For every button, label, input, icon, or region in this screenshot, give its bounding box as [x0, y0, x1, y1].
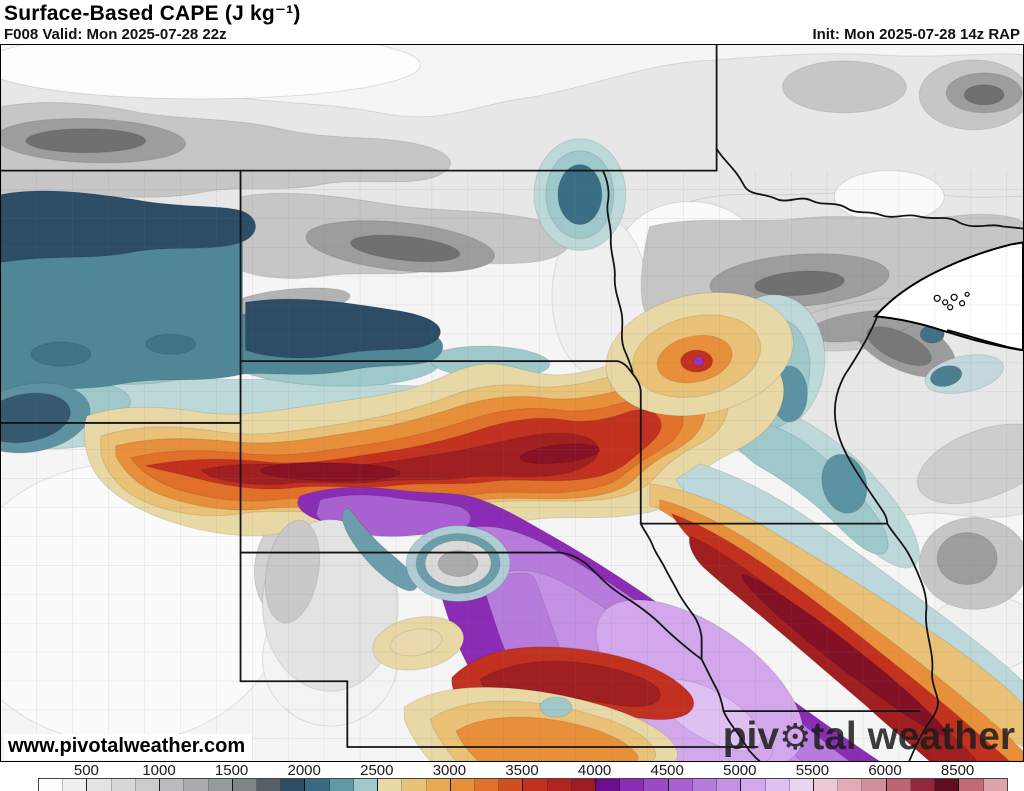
valid-time-label: F008 Valid: Mon 2025-07-28 22z [4, 26, 227, 43]
state-borders [1, 45, 1023, 761]
header: Surface-Based CAPE (J kg⁻¹) F008 Valid: … [0, 0, 1024, 44]
page-title: Surface-Based CAPE (J kg⁻¹) [4, 2, 301, 25]
init-time-label: Init: Mon 2025-07-28 14z RAP [812, 26, 1020, 43]
county-grid [1, 170, 1023, 761]
colorbar-cell [620, 779, 645, 791]
watermark: www.pivotalweather.com [4, 734, 253, 760]
colorbar-cell [596, 779, 621, 791]
colorbar-cell [281, 779, 306, 791]
colorbar-tick-label: 5500 [795, 762, 830, 779]
colorbar-tick-label: 4000 [577, 762, 612, 779]
colorbar-cell [135, 779, 161, 791]
colorbar-tick-label: 8500 [940, 762, 975, 779]
colorbar-cell [499, 779, 524, 791]
colorbar-tick-label: 4500 [650, 762, 684, 779]
colorbar-cell [692, 779, 718, 791]
colorbar-tick-label: 3500 [505, 762, 539, 779]
colorbar-cell [717, 779, 742, 791]
colorbar-cell [232, 779, 257, 791]
colorbar-cell [160, 779, 185, 791]
colorbar-cell [87, 779, 112, 791]
colorbar-tick-label: 2000 [287, 762, 321, 779]
colorbar-tick-label: 3000 [432, 762, 467, 779]
colorbar-cell [765, 779, 790, 791]
colorbar-tick-label: 1000 [142, 762, 176, 779]
colorbar-tick-label: 1500 [214, 762, 249, 779]
colorbar-cell [789, 779, 814, 791]
colorbar-tick-label: 6000 [868, 762, 902, 779]
gear-icon: ⚙ [779, 717, 812, 757]
colorbar-cell [329, 779, 354, 791]
colorbar-cell [644, 779, 669, 791]
colorbar-cell [208, 779, 233, 791]
colorbar-cell [547, 779, 572, 791]
cape-field-svg [1, 45, 1023, 761]
colorbar-cell [741, 779, 766, 791]
colorbar-cell [910, 779, 936, 791]
colorbar-cell [668, 779, 693, 791]
colorbar-cell [886, 779, 911, 791]
colorbar-cell [474, 779, 500, 791]
colorbar-cell [450, 779, 475, 791]
colorbar-tick-label: 5000 [723, 762, 757, 779]
colorbar-cell [305, 779, 330, 791]
colorbar-cell [935, 779, 960, 791]
logo-text-pre: piv [722, 715, 780, 758]
colorbar-cell [571, 779, 597, 791]
colorbar-cell [184, 779, 209, 791]
colorbar-cell [426, 779, 451, 791]
colorbar-cell [111, 779, 136, 791]
cape-map: www.pivotalweather.com piv⚙tal weather [0, 44, 1024, 762]
cape-colorbar: 500 1000 1500 2000 2500 3000 3500 4000 4500 5000 5… [0, 762, 1024, 791]
colorbar-cell [39, 779, 64, 791]
colorbar-cell [523, 779, 548, 791]
colorbar-cell [353, 779, 379, 791]
colorbar-tick-labels: 500 1000 1500 2000 2500 3000 3500 4000 4500 5000 5… [0, 762, 1024, 779]
colorbar-cell [983, 779, 1007, 791]
colorbar-tick-label: 500 [73, 762, 99, 779]
colorbar-tick-label: 2500 [360, 762, 394, 779]
logo-text-post: tal weather [811, 715, 1015, 758]
colorbar-cell [402, 779, 427, 791]
colorbar-cell [63, 779, 88, 791]
colorbar-scale [38, 778, 1008, 791]
pivotal-weather-logo: piv⚙tal weather [722, 715, 1015, 758]
colorbar-cell [256, 779, 282, 791]
colorbar-cell [959, 779, 984, 791]
colorbar-cell [378, 779, 403, 791]
colorbar-cell [862, 779, 887, 791]
colorbar-cell [814, 779, 839, 791]
colorbar-cell [838, 779, 863, 791]
